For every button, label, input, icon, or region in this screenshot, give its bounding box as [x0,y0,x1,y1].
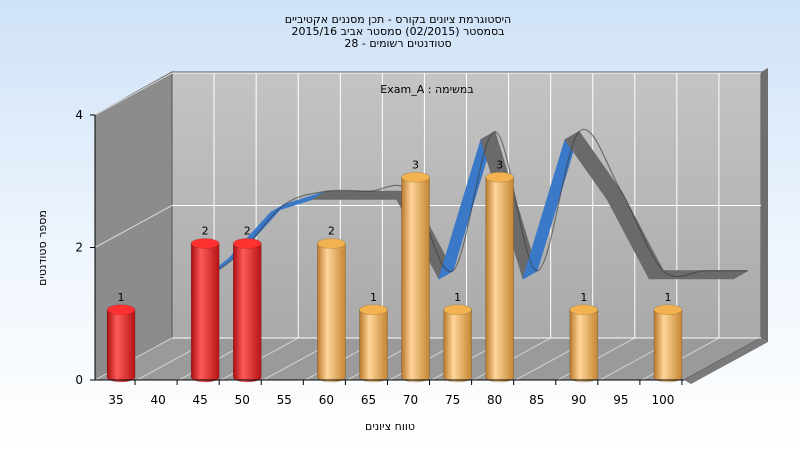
bar-body [569,309,599,383]
bar-top [569,304,599,316]
bar-value-label: 2 [328,225,335,238]
x-tick-label: 95 [613,393,628,407]
x-tick-label: 55 [277,393,292,407]
bars: 1 2 2 2 1 3 1 3 1 1 [106,158,683,383]
x-tick-label: 70 [403,393,418,407]
bar-top [443,304,472,316]
side-grid-line [94,205,173,248]
bar-value-label: 3 [412,158,419,171]
title-line-2: בסמסטר (02/2015) סמסטר אביב 2015/16 [291,25,504,38]
bar-body [485,176,514,383]
bar-body [443,309,472,383]
bar-body [190,243,220,383]
bar: 2 [190,225,220,383]
side-grid-line [94,72,173,116]
x-tick-label: 85 [529,393,544,407]
x-axis-title: טווח ציונים [365,420,415,433]
x-tick-label: 90 [571,393,586,407]
bar-top [359,304,388,316]
bar-value-label: 3 [496,158,503,171]
x-tick-label: 50 [235,393,250,407]
x-tick-label: 100 [652,393,675,407]
x-tick-label: 40 [150,393,165,407]
curve-top-edge [216,128,748,278]
bar: 1 [443,291,472,383]
bar-body [317,243,346,383]
bar-top [317,238,346,249]
x-tick-label: 45 [193,393,208,407]
bar: 2 [317,225,346,383]
bar-top [485,171,514,183]
floor-edge [684,338,768,384]
y-axis-title: מספר סטודנטים [36,210,49,286]
bar-top [190,238,220,249]
y-tick-label: 4 [75,108,83,122]
chart-title: היסטוגרמת ציונים בקורס - תכן מסננים אקטי… [285,13,512,50]
bar-value-label: 2 [202,225,209,238]
title-line-1: היסטוגרמת ציונים בקורס - תכן מסננים אקטי… [285,13,512,26]
x-tick-label: 35 [108,393,123,407]
y-tick-label: 2 [75,241,83,255]
y-tick-label: 0 [75,373,83,387]
bar-value-label: 1 [580,291,587,304]
bar-top [232,238,262,249]
bar-body [401,176,430,383]
bar-value-label: 1 [454,291,461,304]
bar-value-label: 1 [664,291,671,304]
bar: 3 [485,158,514,383]
bar-value-label: 1 [370,291,377,304]
bar-top [401,171,430,183]
bar-top [653,304,683,316]
x-tick-label: 60 [319,393,334,407]
x-tick-label: 75 [445,393,460,407]
y-axis: 0 2 4 [75,108,96,387]
bar: 1 [106,291,136,383]
right-wall-edge [761,68,768,342]
bar-body [106,309,136,383]
bar: 1 [359,291,388,383]
title-line-3: סטודנטים רשומים - 28 [344,37,451,50]
x-axis: 35 40 45 50 55 60 65 70 75 80 85 90 95 100 [95,379,684,407]
x-tick-label: 65 [361,393,376,407]
bar-body [232,243,262,383]
subtitle: במשימה : Exam_A [380,83,473,96]
bar: 3 [401,158,430,383]
bar-value-label: 1 [118,291,125,304]
bar: 1 [569,291,599,383]
bar-body [359,309,388,383]
bar-value-label: 2 [244,225,251,238]
bar: 1 [653,291,683,383]
bar-body [653,309,683,383]
bar-top [106,304,136,316]
x-tick-label: 80 [487,393,502,407]
bar: 2 [232,225,262,383]
